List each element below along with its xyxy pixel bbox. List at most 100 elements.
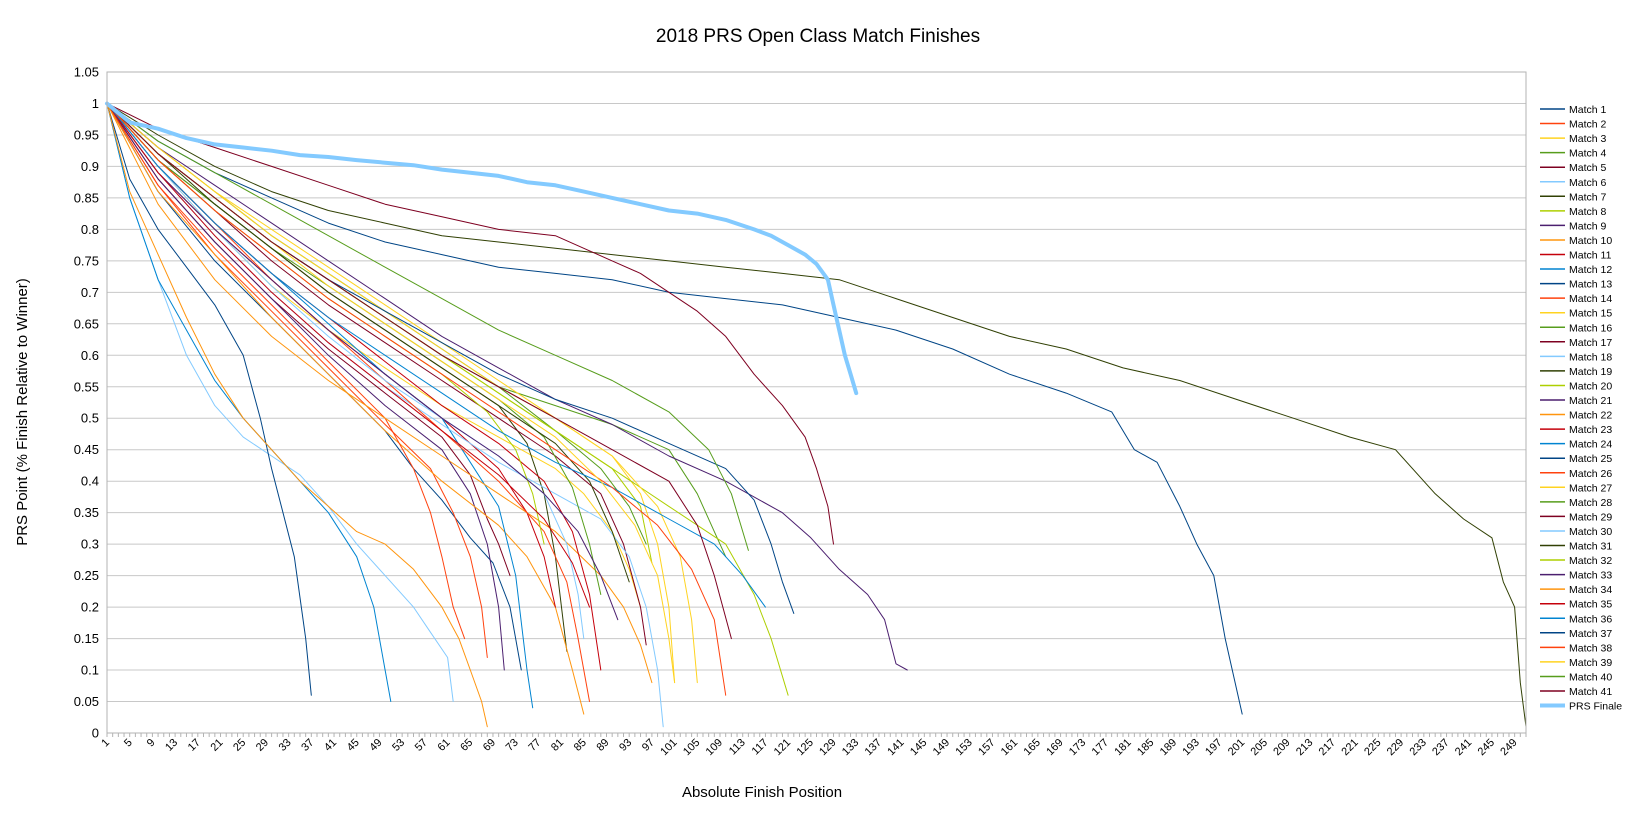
legend-label: Match 36 xyxy=(1569,613,1612,625)
legend-label: Match 22 xyxy=(1569,410,1612,422)
y-tick-label: 1 xyxy=(92,96,99,111)
x-tick-label: 65 xyxy=(458,737,475,754)
legend-label: Match 31 xyxy=(1569,541,1612,553)
legend-label: Match 5 xyxy=(1569,162,1607,174)
y-axis-ticks: 0 0.05 0.1 0.15 0.2 0.25 0.3 0.35 0.4 0.45 0.5 0.55… xyxy=(74,65,99,741)
legend-label: Match 21 xyxy=(1569,395,1612,407)
x-tick-label: 141 xyxy=(885,737,906,758)
series-line-35 xyxy=(106,103,590,608)
y-tick-label: 0.55 xyxy=(74,379,99,394)
x-tick-label: 93 xyxy=(617,737,634,754)
y-tick-label: 0.85 xyxy=(74,190,99,205)
x-tick-label: 197 xyxy=(1203,737,1224,758)
legend-label: Match 30 xyxy=(1569,526,1612,538)
legend-label: Match 9 xyxy=(1569,220,1607,232)
x-tick-label: 61 xyxy=(436,737,453,754)
legend-label: Match 38 xyxy=(1569,642,1612,654)
x-tick-label: 81 xyxy=(549,737,566,754)
series-line-28 xyxy=(106,103,602,595)
series-line-22 xyxy=(106,103,653,684)
series-line-27 xyxy=(106,103,698,684)
x-tick-label: 57 xyxy=(413,737,430,754)
legend-label: Match 37 xyxy=(1569,628,1612,640)
series-line-21 xyxy=(106,103,908,671)
x-tick-label: 33 xyxy=(277,737,294,754)
series-line-19 xyxy=(106,103,1527,728)
y-tick-label: 0.8 xyxy=(81,222,99,237)
x-tick-label: 53 xyxy=(390,737,407,754)
x-tick-label: 13 xyxy=(163,737,180,754)
y-tick-label: 0.45 xyxy=(74,442,99,457)
legend-label: Match 39 xyxy=(1569,657,1612,669)
y-tick-label: 0.75 xyxy=(74,253,99,268)
x-tick-label: 209 xyxy=(1271,737,1292,758)
y-tick-label: 0.15 xyxy=(74,631,99,646)
x-axis-label: Absolute Finish Position xyxy=(682,784,842,801)
legend-label: Match 29 xyxy=(1569,511,1612,523)
x-tick-label: 77 xyxy=(526,737,543,754)
x-tick-label: 69 xyxy=(481,737,498,754)
y-tick-label: 0.7 xyxy=(81,285,99,300)
x-tick-label: 25 xyxy=(231,737,248,754)
legend-label: Match 11 xyxy=(1569,250,1612,262)
x-tick-label: 1 xyxy=(99,737,112,750)
x-tick-label: 109 xyxy=(704,737,725,758)
x-tick-label: 5 xyxy=(122,737,135,750)
series-line-15 xyxy=(106,103,676,684)
y-tick-label: 0 xyxy=(92,726,99,741)
y-tick-label: 0.9 xyxy=(81,159,99,174)
legend-label: Match 34 xyxy=(1569,584,1612,596)
y-tick-label: 1.05 xyxy=(74,65,99,80)
x-tick-label: 213 xyxy=(1294,737,1315,758)
y-tick-label: 0.3 xyxy=(81,537,99,552)
legend-label: Match 1 xyxy=(1569,104,1607,116)
grid-lines xyxy=(107,71,1526,734)
x-tick-label: 237 xyxy=(1430,737,1451,758)
y-tick-label: 0.6 xyxy=(81,348,99,363)
x-tick-label: 229 xyxy=(1385,737,1406,758)
legend-label: Match 19 xyxy=(1569,366,1612,378)
x-tick-label: 153 xyxy=(953,737,974,758)
legend-label: Match 17 xyxy=(1569,337,1612,349)
y-tick-label: 0.95 xyxy=(74,127,99,142)
x-tick-label: 125 xyxy=(794,737,815,758)
series-line-40 xyxy=(106,103,749,551)
series-line-31 xyxy=(106,103,630,583)
legend-label: Match 12 xyxy=(1569,264,1612,276)
x-tick-label: 89 xyxy=(594,737,611,754)
series-line-12 xyxy=(106,103,534,709)
x-tick-label: 117 xyxy=(750,737,771,758)
x-tick-label: 97 xyxy=(640,737,657,754)
series-line-38 xyxy=(106,103,727,696)
x-tick-label: 29 xyxy=(254,737,271,754)
series-line-1 xyxy=(106,103,522,671)
legend-label: Match 8 xyxy=(1569,206,1607,218)
series-line-42 xyxy=(105,101,859,396)
x-tick-label: 201 xyxy=(1226,737,1247,758)
legend-label: Match 13 xyxy=(1569,279,1612,291)
x-tick-label: 157 xyxy=(976,737,997,758)
x-tick-label: 85 xyxy=(572,737,589,754)
x-tick-label: 217 xyxy=(1317,737,1338,758)
x-tick-label: 73 xyxy=(504,737,521,754)
x-tick-label: 173 xyxy=(1067,737,1088,758)
legend-label: Match 25 xyxy=(1569,453,1612,465)
y-tick-label: 0.05 xyxy=(74,694,99,709)
legend-label: Match 14 xyxy=(1569,293,1612,305)
series-line-24 xyxy=(106,103,392,702)
series-line-26 xyxy=(106,103,590,702)
series-line-20 xyxy=(106,103,789,696)
legend-label: Match 33 xyxy=(1569,570,1612,582)
series-line-37 xyxy=(106,103,795,614)
legend-label: Match 15 xyxy=(1569,308,1612,320)
series-line-9 xyxy=(106,103,505,671)
legend-label: Match 4 xyxy=(1569,148,1607,160)
x-tick-label: 37 xyxy=(299,737,316,754)
x-tick-label: 161 xyxy=(999,737,1020,758)
chart-title: 2018 PRS Open Class Match Finishes xyxy=(656,26,980,47)
series-lines xyxy=(105,101,1527,728)
x-tick-label: 193 xyxy=(1180,737,1201,758)
series-line-34 xyxy=(106,103,488,728)
x-tick-label: 21 xyxy=(208,737,225,754)
